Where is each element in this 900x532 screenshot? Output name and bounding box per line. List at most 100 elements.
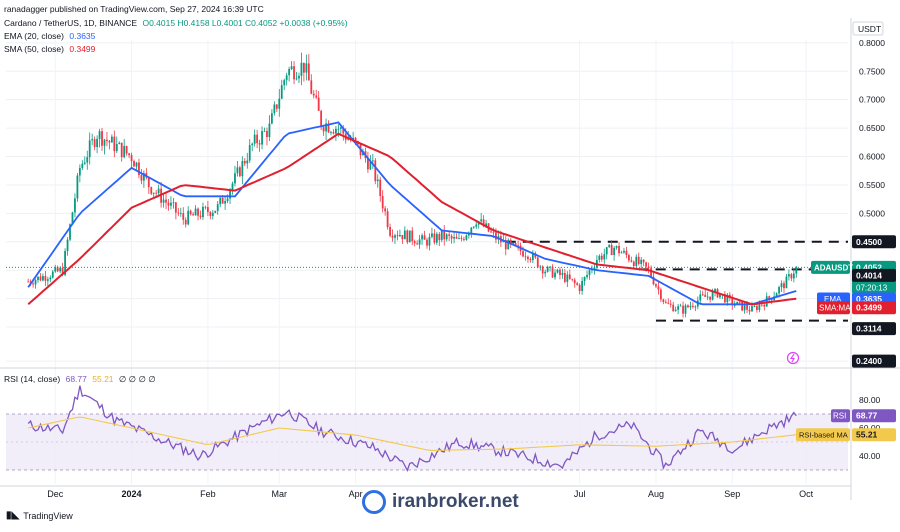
- sma-legend[interactable]: SMA (50, close) 0.3499: [4, 44, 98, 54]
- candle-body: [724, 294, 726, 303]
- candle-body: [507, 239, 510, 250]
- rsi-tick-label: 40.00: [859, 451, 881, 461]
- tradingview-brand[interactable]: ▮◣ TradingView: [6, 510, 73, 521]
- candle-body: [133, 161, 135, 167]
- candle-body: [275, 104, 278, 109]
- candle-body: [285, 75, 288, 81]
- candle-body: [152, 192, 155, 194]
- rsi-legend[interactable]: RSI (14, close) 68.77 55.21 ∅ ∅ ∅ ∅: [4, 374, 159, 385]
- candle-body: [551, 266, 554, 278]
- candle-body: [256, 134, 259, 144]
- candle-body: [98, 131, 101, 139]
- candle-body: [315, 95, 318, 98]
- candle-body: [157, 188, 160, 194]
- candle-body: [448, 234, 451, 236]
- candle-body: [238, 167, 241, 177]
- candle-body: [386, 211, 389, 228]
- candle-body: [106, 139, 108, 142]
- candle-body: [482, 219, 485, 227]
- candle-body: [330, 132, 332, 133]
- candle-body: [576, 283, 579, 285]
- candle-body: [546, 266, 549, 272]
- candle-body: [465, 235, 468, 240]
- candle-body: [251, 143, 254, 146]
- candle-body: [568, 274, 571, 279]
- rsi-tag-bg: [831, 409, 850, 423]
- candle-body: [325, 123, 327, 132]
- candle-body: [733, 305, 736, 306]
- candle-body: [167, 202, 170, 206]
- candle-body: [605, 247, 608, 255]
- watermark-text: iranbroker.net: [392, 491, 519, 512]
- candle-body: [64, 251, 66, 275]
- ema-line: [27, 121, 797, 306]
- candle-body: [376, 179, 379, 182]
- candle-body: [677, 306, 680, 310]
- candle-body: [418, 239, 421, 245]
- candle-body: [394, 235, 396, 238]
- candle-body: [174, 202, 177, 213]
- candle-body: [293, 66, 295, 80]
- level-0-4500-badge-bg: [852, 235, 896, 249]
- candle-body: [342, 127, 345, 134]
- candle-body: [541, 266, 544, 274]
- price-tick-label: 0.6500: [859, 123, 885, 133]
- candle-body: [667, 302, 670, 304]
- candle-body: [172, 202, 175, 204]
- candle-body: [310, 80, 313, 94]
- candle-body: [305, 63, 308, 73]
- ema-tag: EMA: [824, 295, 842, 304]
- candle-body: [261, 131, 263, 145]
- candle-body: [421, 235, 423, 240]
- candle-body: [514, 243, 517, 246]
- price-tick-label: 0.7500: [859, 66, 885, 76]
- symbol-title[interactable]: Cardano / TetherUS, 1D, BINANCE: [4, 18, 138, 28]
- candle-body: [586, 275, 588, 278]
- candle-body: [354, 137, 357, 142]
- candle-body: [627, 255, 630, 261]
- candle-body: [485, 223, 487, 227]
- candle-body: [177, 212, 180, 214]
- candle-body: [593, 267, 596, 270]
- sma-tag-bg: [817, 301, 850, 315]
- lightning-icon-bolt: [789, 353, 795, 363]
- candle-body: [71, 212, 74, 225]
- candle-body: [517, 245, 519, 247]
- candle-body: [367, 158, 369, 170]
- candle-body: [396, 235, 399, 237]
- candle-body: [431, 233, 433, 237]
- candle-body: [453, 237, 455, 239]
- candle-body: [783, 283, 785, 289]
- sma-line: [27, 132, 797, 306]
- candle-body: [211, 212, 214, 216]
- candle-body: [317, 97, 320, 111]
- level-0-4014-badge: 0.4014: [856, 270, 882, 280]
- price-badge-countdown: 07:20:13: [856, 283, 888, 292]
- candle-body: [278, 98, 281, 109]
- candle-body: [450, 235, 453, 239]
- candle-body: [219, 197, 222, 205]
- candle-body: [778, 287, 780, 294]
- ema-legend[interactable]: EMA (20, close) 0.3635: [4, 31, 98, 41]
- candle-body: [37, 276, 39, 281]
- rsi-ma-badge: 55.21: [856, 430, 878, 440]
- candle-body: [731, 297, 734, 306]
- candle-body: [623, 250, 625, 253]
- candle-body: [571, 278, 574, 280]
- candle-body: [179, 213, 182, 214]
- candle-body: [187, 210, 190, 225]
- time-tick-label: Oct: [799, 489, 814, 499]
- price-tick-label: 0.5000: [859, 208, 885, 218]
- candle-body: [56, 267, 59, 272]
- candle-body: [27, 281, 30, 283]
- candle-body: [401, 235, 404, 240]
- price-tick-label: 0.6000: [859, 152, 885, 162]
- candle-body: [192, 214, 195, 216]
- candle-body: [155, 192, 158, 194]
- candle-body: [756, 306, 758, 311]
- candle-body: [684, 305, 687, 314]
- candle-body: [669, 303, 672, 305]
- candle-body: [135, 162, 138, 167]
- candle-body: [492, 231, 495, 233]
- candle-body: [524, 256, 527, 258]
